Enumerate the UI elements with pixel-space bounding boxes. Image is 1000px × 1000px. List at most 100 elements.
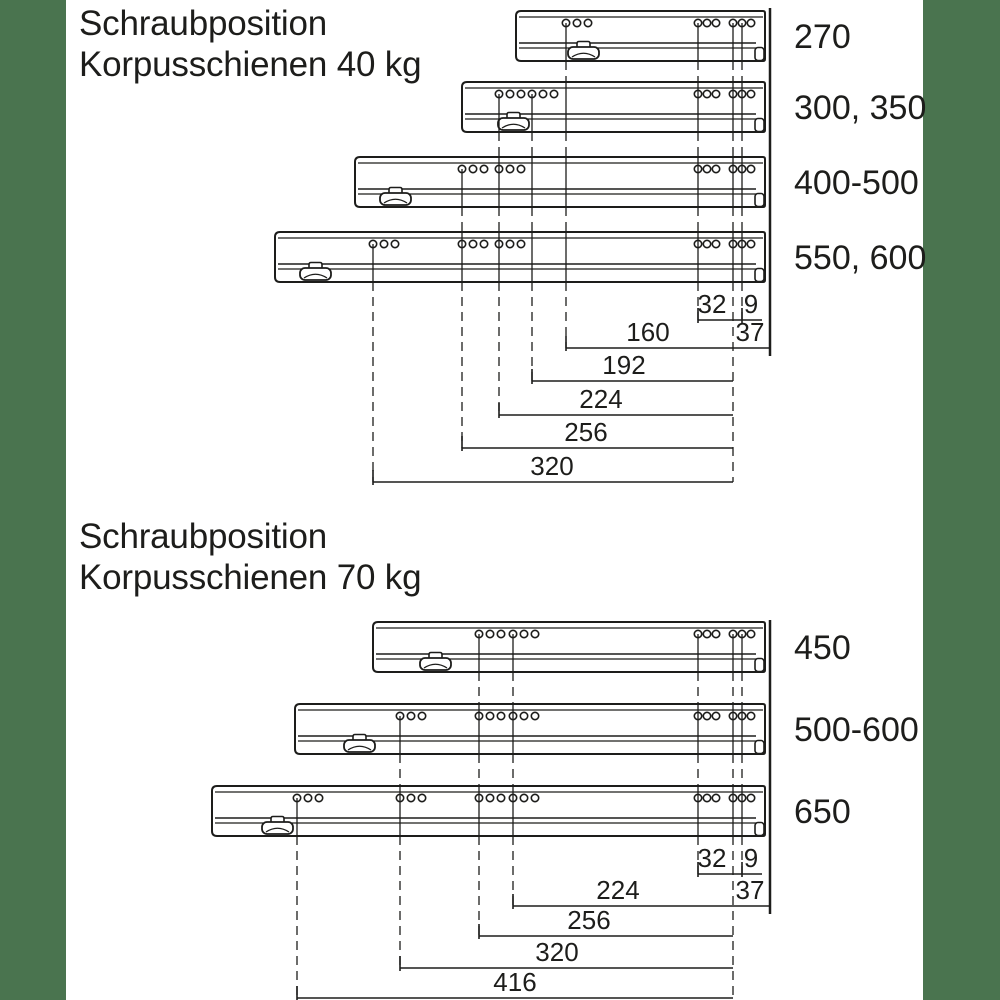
screw-hole-icon [711,239,721,249]
screw-hole-icon [496,793,506,803]
rail-end-hook-icon [754,821,765,837]
rail-end-hook-icon [754,657,765,673]
rail-body [211,785,766,837]
rail-300-350 [461,81,766,133]
screw-hole-icon [746,18,756,28]
screw-hole-icon [746,711,756,721]
screw-hole-icon [746,89,756,99]
latch-detail-line [423,663,448,669]
rail-650 [211,785,766,837]
dimension-value-label: 416 [493,967,536,997]
screw-hole-icon [711,164,721,174]
screw-hole-icon [519,711,529,721]
dimension-value-label: 9 [744,843,758,873]
latch-tab-icon [576,40,591,47]
section-title-line: Schraubposition [79,4,327,43]
screw-hole-icon [711,18,721,28]
latch-tab-icon [506,111,521,118]
rail-550-600 [274,231,766,283]
latch-tab-icon [270,815,285,822]
screw-hole-icon [583,18,593,28]
screw-hole-icon [417,793,427,803]
right-margin-band [923,0,1000,1000]
screw-hole-icon [530,629,540,639]
latch-detail-line [383,198,408,204]
rail-length-label: 400-500 [794,164,919,202]
rail-270 [515,10,766,62]
screw-hole-icon [711,89,721,99]
screw-hole-icon [711,793,721,803]
screw-hole-icon [530,711,540,721]
screw-hole-icon [572,18,582,28]
dimension-value-label: 320 [530,451,573,481]
section-title-40kg: Schraubposition Korpusschienen 40 kg [79,3,422,85]
dimension-value-label: 160 [626,317,669,347]
dimension-value-label: 37 [736,317,765,347]
screw-hole-icon [746,793,756,803]
screw-hole-icon [702,164,712,174]
rail-500-600 [294,703,766,755]
screw-hole-icon [485,793,495,803]
screw-hole-icon [711,711,721,721]
latch-detail-line [265,827,290,833]
screw-hole-icon [549,89,559,99]
left-margin-band [0,0,66,1000]
screw-hole-icon [505,164,515,174]
screw-hole-icon [406,793,416,803]
dimension-value-label: 256 [564,417,607,447]
dimension-value-label: 192 [602,350,645,380]
dimension-value-label: 9 [744,289,758,319]
rail-body [354,156,766,208]
screw-hole-icon [530,793,540,803]
latch-tab-icon [388,186,403,193]
screw-hole-icon [406,711,416,721]
rail-length-label: 550, 600 [794,239,926,277]
screw-hole-icon [314,793,324,803]
rail-length-label: 500-600 [794,711,919,749]
dimension-value-label: 37 [736,875,765,905]
screw-hole-icon [516,89,526,99]
screw-hole-icon [746,239,756,249]
section-title-70kg: Schraubposition Korpusschienen 70 kg [79,516,422,598]
dimension-value-label: 32 [698,289,727,319]
latch-detail-line [347,745,372,751]
screw-hole-icon [702,629,712,639]
screw-hole-icon [505,239,515,249]
rail-400-500 [354,156,766,208]
latch-tab-icon [352,733,367,740]
screw-hole-icon [468,164,478,174]
screw-hole-icon [468,239,478,249]
screw-hole-icon [496,629,506,639]
rail-end-hook-icon [754,739,765,755]
dimension-value-label: 256 [567,905,610,935]
screw-hole-icon [485,711,495,721]
latch-detail-line [501,123,526,129]
screw-hole-icon [702,239,712,249]
screw-hole-icon [519,629,529,639]
latch-tab-icon [428,651,443,658]
screw-hole-icon [417,711,427,721]
screw-hole-icon [479,164,489,174]
screw-hole-icon [746,164,756,174]
rail-length-label: 270 [794,18,851,56]
rail-end-hook-icon [754,46,765,62]
dimension-value-label: 224 [596,875,639,905]
section-title-line: Korpusschienen 40 kg [79,45,422,84]
screw-hole-icon [702,793,712,803]
screw-hole-icon [702,89,712,99]
korpusschienen-40kg: 270 300, 350 400-500 550, 600 32 9 160 37 192 224… [274,8,926,485]
rail-body [515,10,766,62]
section-title-line: Schraubposition [79,517,327,556]
rail-end-hook-icon [754,117,765,133]
screw-hole-icon [496,711,506,721]
section-title-line: Korpusschienen 70 kg [79,558,422,597]
dimension-value-label: 320 [535,937,578,967]
screw-hole-icon [390,239,400,249]
dimension-value-label: 224 [579,384,622,414]
screw-hole-icon [505,89,515,99]
screw-hole-icon [519,793,529,803]
dimension-value-label: 32 [698,843,727,873]
